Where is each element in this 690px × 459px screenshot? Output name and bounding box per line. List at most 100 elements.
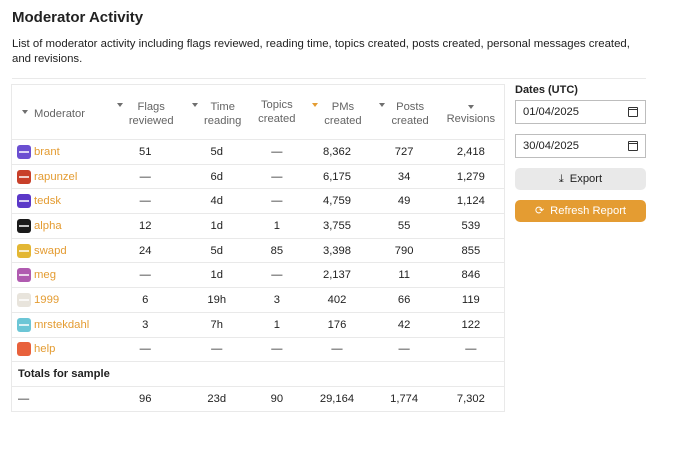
- posts-cell: 34: [370, 163, 438, 189]
- pms-cell: 4,759: [303, 188, 371, 214]
- calendar-icon[interactable]: [628, 107, 638, 117]
- moderator-username-link[interactable]: rapunzel: [34, 170, 78, 183]
- revisions-cell: 1,279: [437, 163, 505, 189]
- avatar[interactable]: [17, 268, 31, 283]
- time-cell: 7h: [183, 311, 251, 337]
- moderator-cell: 1999: [11, 287, 108, 313]
- moderator-username-link[interactable]: tedsk: [34, 195, 62, 208]
- start-date-input[interactable]: 01/04/2025: [515, 100, 646, 124]
- totals-row: — 96 23d 90 29,164 1,774 7,302: [11, 385, 505, 412]
- refresh-report-button-label: Refresh Report: [550, 205, 627, 217]
- dates-label: Dates (UTC): [515, 84, 578, 96]
- sort-caret-icon: [192, 102, 199, 107]
- totals-label-row: Totals for sample: [11, 361, 505, 387]
- revisions-cell: 2,418: [437, 139, 505, 165]
- flags-cell: 24: [107, 237, 184, 263]
- table-row: alpha 12 1d 1 3,755 55 539: [11, 213, 505, 239]
- table-row: brant 51 5d —8,362 727 2,418: [11, 139, 505, 165]
- topics-cell: —: [250, 262, 304, 288]
- flags-cell: —: [107, 336, 184, 362]
- pms-cell: 3,398: [303, 237, 371, 263]
- time-cell: —: [183, 336, 251, 362]
- page-title: Moderator Activity: [12, 9, 144, 26]
- avatar[interactable]: [17, 317, 31, 332]
- avatar[interactable]: [17, 194, 31, 209]
- flags-cell: 51: [107, 139, 184, 165]
- column-header-label: Revisions: [446, 112, 496, 125]
- column-header-pms-created[interactable]: PMs created: [303, 85, 370, 140]
- time-cell: 5d: [183, 237, 251, 263]
- avatar[interactable]: [17, 243, 31, 258]
- revisions-cell: 119: [437, 287, 505, 313]
- topics-cell: 1: [250, 213, 304, 239]
- revisions-cell: 1,124: [437, 188, 505, 214]
- page-description: List of moderator activity including fla…: [12, 38, 630, 65]
- topics-cell: 3: [250, 287, 304, 313]
- avatar[interactable]: [17, 144, 31, 159]
- avatar[interactable]: [17, 342, 31, 357]
- table-row: swapd 24 5d 85 3,398 790 855: [11, 237, 505, 263]
- moderator-cell: swapd: [11, 237, 108, 263]
- avatar[interactable]: [17, 218, 31, 233]
- moderator-username-link[interactable]: brant: [34, 145, 60, 158]
- moderator-username-link[interactable]: 1999: [34, 293, 60, 306]
- posts-cell: 727: [370, 139, 438, 165]
- column-header-moderator[interactable]: Moderator: [12, 85, 108, 140]
- totals-flags-cell: 96: [107, 385, 184, 412]
- totals-time-cell: 23d: [183, 385, 251, 412]
- posts-cell: 49: [370, 188, 438, 214]
- pms-cell: 6,175: [303, 163, 371, 189]
- moderator-username-link[interactable]: swapd: [34, 244, 67, 257]
- moderator-cell: help: [11, 336, 108, 362]
- revisions-cell: —: [437, 336, 505, 362]
- time-cell: 6d: [183, 163, 251, 189]
- refresh-report-button[interactable]: ⟳ Refresh Report: [515, 200, 646, 222]
- posts-cell: —: [370, 336, 438, 362]
- column-header-label: Moderator: [34, 107, 85, 120]
- avatar[interactable]: [17, 169, 31, 184]
- flags-cell: —: [107, 188, 184, 214]
- posts-cell: 42: [370, 311, 438, 337]
- moderator-username-link[interactable]: alpha: [34, 219, 62, 232]
- totals-topics-cell: 90: [250, 385, 304, 412]
- posts-cell: 11: [370, 262, 438, 288]
- column-header-flags-reviewed[interactable]: Flags reviewed: [107, 85, 183, 140]
- column-header-posts-created[interactable]: Posts created: [371, 85, 438, 140]
- column-header-label: created: [324, 114, 362, 127]
- moderator-cell: meg: [11, 262, 108, 288]
- end-date-input[interactable]: 30/04/2025: [515, 134, 646, 158]
- title-divider: [12, 78, 646, 79]
- totals-moderator-cell: —: [11, 385, 108, 412]
- download-icon: ⤓: [558, 172, 564, 185]
- start-date-value: 01/04/2025: [523, 106, 579, 118]
- column-header-label: Topics: [260, 99, 293, 111]
- column-header-topics-created[interactable]: Topics created: [250, 85, 303, 140]
- table-row: meg —1d —2,137 11 846: [11, 262, 505, 288]
- sort-caret-icon: [467, 104, 474, 109]
- export-button[interactable]: ⤓ Export: [515, 168, 646, 190]
- end-date-value: 30/04/2025: [523, 140, 579, 152]
- topics-cell: —: [250, 188, 304, 214]
- topics-cell: 1: [250, 311, 304, 337]
- moderator-username-link[interactable]: meg: [34, 269, 56, 282]
- pms-cell: 2,137: [303, 262, 371, 288]
- avatar[interactable]: [17, 292, 31, 307]
- moderator-cell: alpha: [11, 213, 108, 239]
- flags-cell: 3: [107, 311, 184, 337]
- column-header-label: Flags: [137, 100, 165, 113]
- revisions-cell: 539: [437, 213, 505, 239]
- moderator-activity-table: Moderator Flags reviewed Time reading Topi…: [11, 84, 505, 412]
- time-cell: 1d: [183, 213, 251, 239]
- column-header-revisions[interactable]: Revisions: [438, 85, 505, 140]
- export-button-label: Export: [569, 173, 603, 185]
- calendar-icon[interactable]: [628, 141, 638, 151]
- topics-cell: —: [250, 139, 304, 165]
- moderator-username-link[interactable]: help: [34, 343, 56, 356]
- pms-cell: 402: [303, 287, 371, 313]
- pms-cell: —: [303, 336, 371, 362]
- column-header-time-reading[interactable]: Time reading: [183, 85, 250, 140]
- sort-caret-icon: [22, 109, 28, 114]
- table-row: help — — — — — —: [11, 336, 505, 362]
- moderator-username-link[interactable]: mrstekdahl: [34, 318, 90, 331]
- revisions-cell: 846: [437, 262, 505, 288]
